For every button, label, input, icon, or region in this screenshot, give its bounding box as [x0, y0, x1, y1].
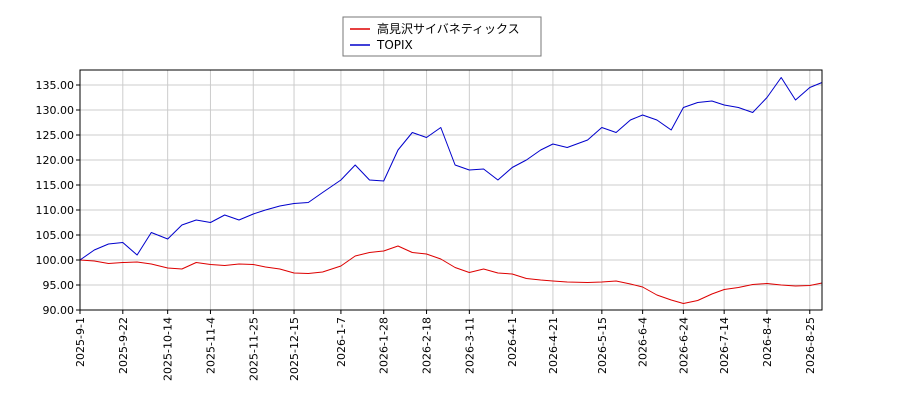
- series-line-1: [79, 245, 823, 304]
- y-tick-label: 135.00: [36, 79, 75, 92]
- series-line-2: [79, 77, 823, 261]
- x-tick-label: 2026-4-21: [547, 317, 560, 374]
- x-tick-label: 2026-5-15: [596, 317, 609, 374]
- legend: 高見沢サイバネティックス TOPIX: [342, 16, 542, 57]
- x-tick-label: 2026-8-25: [804, 317, 817, 374]
- x-tick-label: 2025-11-25: [247, 317, 260, 381]
- y-axis: 90.00 95.00 100.00 105.00 110.00 115.00 120.00…: [36, 79, 80, 317]
- x-tick-label: 2026-6-24: [677, 317, 690, 374]
- x-tick-label: 2026-7-14: [718, 317, 731, 374]
- x-tick-label: 2026-2-18: [421, 317, 434, 374]
- plot-frame: [79, 69, 823, 311]
- plot-area: [80, 70, 822, 310]
- x-tick-label: 2026-8-4: [761, 317, 774, 367]
- legend-box: [342, 16, 542, 57]
- x-tick-label: 2026-4-1: [506, 317, 519, 367]
- series-layer: [79, 77, 823, 304]
- x-tick-label: 2026-1-7: [335, 317, 348, 367]
- x-tick-label: 2025-9-22: [117, 317, 130, 374]
- y-tick-label: 105.00: [36, 229, 75, 242]
- x-tick-label: 2025-9-1: [74, 317, 87, 367]
- x-axis: 2025-9-1 2025-9-22 2025-10-14 2025-11-4 2025…: [74, 310, 817, 381]
- y-tick-label: 115.00: [36, 179, 75, 192]
- x-tick-label: 2026-3-11: [463, 317, 476, 374]
- x-tick-label: 2025-12-15: [288, 317, 301, 381]
- y-tick-label: 100.00: [36, 254, 75, 267]
- y-tick-label: 130.00: [36, 104, 75, 117]
- legend-label-series-1: 高見沢サイバネティックス: [377, 21, 520, 36]
- y-tick-label: 95.00: [43, 279, 75, 292]
- x-tick-label: 2025-10-14: [162, 317, 175, 381]
- y-tick-label: 110.00: [36, 204, 75, 217]
- x-tick-label: 2026-6-4: [637, 317, 650, 367]
- y-tick-label: 125.00: [36, 129, 75, 142]
- y-tick-label: 120.00: [36, 154, 75, 167]
- legend-label-series-2: TOPIX: [376, 38, 413, 52]
- x-tick-label: 2025-11-4: [204, 317, 217, 374]
- y-tick-label: 90.00: [43, 304, 75, 317]
- grid-lines: [79, 70, 822, 311]
- x-tick-label: 2026-1-28: [378, 317, 391, 374]
